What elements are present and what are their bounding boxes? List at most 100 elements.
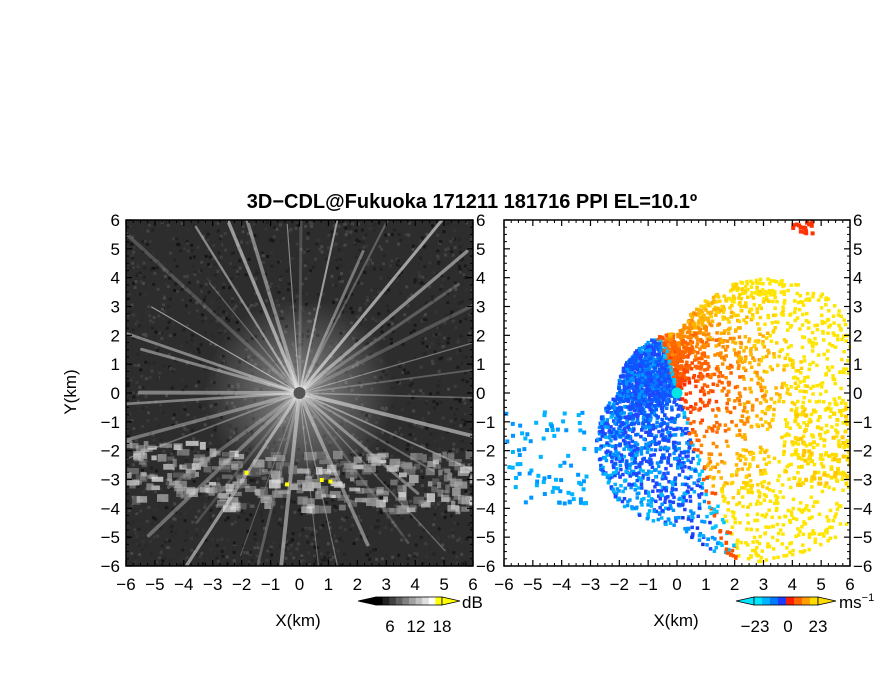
velocity-pixel xyxy=(779,290,784,294)
velocity-pixel xyxy=(803,384,808,388)
noise-pixel xyxy=(456,340,460,344)
velocity-pixel xyxy=(694,384,698,389)
noise-pixel xyxy=(464,489,468,493)
noise-pixel xyxy=(189,344,193,348)
noise-pixel xyxy=(431,396,435,400)
velocity-pixel xyxy=(757,541,762,546)
noise-pixel xyxy=(307,551,311,555)
velocity-pixel xyxy=(624,465,629,469)
noise-pixel xyxy=(318,247,322,251)
noise-pixel xyxy=(431,299,435,303)
velocity-pixel xyxy=(656,337,661,342)
noise-pixel xyxy=(190,338,194,342)
velocity-pixel xyxy=(815,383,820,388)
noise-pixel xyxy=(386,309,390,313)
noise-pixel xyxy=(182,424,186,428)
velocity-pixel xyxy=(621,472,625,477)
noise-pixel xyxy=(169,558,173,562)
velocity-pixel xyxy=(771,299,775,304)
velocity-pixel xyxy=(682,382,687,387)
cloud-pixel xyxy=(446,453,455,462)
noise-pixel xyxy=(261,254,265,258)
noise-pixel xyxy=(300,556,304,560)
noise-pixel xyxy=(175,407,179,411)
noise-pixel xyxy=(365,295,369,299)
velocity-pixel xyxy=(731,282,735,287)
velocity-pixel xyxy=(779,312,784,316)
noise-pixel xyxy=(259,514,263,518)
velocity-pixel xyxy=(716,352,720,356)
velocity-pixel xyxy=(636,432,640,437)
velocity-pixel xyxy=(699,304,703,309)
velocity-pixel xyxy=(736,326,741,330)
noise-pixel xyxy=(151,516,155,520)
noise-pixel xyxy=(184,384,188,388)
velocity-pixel xyxy=(789,462,793,467)
velocity-pixel xyxy=(673,448,678,453)
velocity-pixel xyxy=(737,363,741,368)
noise-pixel xyxy=(431,326,435,330)
noise-pixel xyxy=(441,436,445,440)
noise-pixel xyxy=(407,468,411,472)
noise-pixel xyxy=(406,557,410,561)
velocity-pixel xyxy=(838,522,843,526)
velocity-pixel xyxy=(783,298,787,303)
noise-pixel xyxy=(226,561,230,565)
noise-pixel xyxy=(325,557,329,561)
noise-pixel xyxy=(157,521,161,525)
noise-pixel xyxy=(302,562,306,566)
velocity-pixel xyxy=(633,488,637,492)
cloud-pixel xyxy=(423,493,429,498)
noise-pixel xyxy=(427,411,431,415)
noise-pixel xyxy=(436,502,440,506)
cloud-pixel xyxy=(174,486,185,492)
noise-pixel xyxy=(421,562,425,566)
noise-pixel xyxy=(231,314,235,318)
velocity-pixel xyxy=(669,506,673,511)
velocity-pixel xyxy=(720,374,725,378)
velocity-pixel xyxy=(789,385,793,389)
velocity-pixel xyxy=(777,474,782,478)
noise-pixel xyxy=(167,454,171,458)
velocity-pixel xyxy=(780,279,784,283)
velocity-pixel xyxy=(809,419,813,424)
noise-pixel xyxy=(280,505,284,509)
velocity-pixel xyxy=(725,551,729,555)
noise-pixel xyxy=(377,338,381,342)
noise-pixel xyxy=(191,300,195,304)
reflectivity-peak xyxy=(244,470,249,475)
velocity-pixel xyxy=(641,415,646,420)
noise-pixel xyxy=(159,550,163,554)
noise-pixel xyxy=(164,283,168,287)
cloud-pixel xyxy=(231,502,241,508)
noise-pixel xyxy=(253,247,257,251)
cloud-pixel xyxy=(220,485,227,492)
velocity-pixel xyxy=(688,339,693,343)
velocity-pixel xyxy=(789,408,794,412)
velocity-pixel xyxy=(649,404,654,408)
velocity-pixel xyxy=(815,443,820,447)
noise-pixel xyxy=(245,551,249,555)
noise-pixel xyxy=(277,522,281,526)
velocity-pixel xyxy=(693,358,697,362)
noise-pixel xyxy=(385,269,389,273)
noise-pixel xyxy=(440,486,444,490)
noise-pixel xyxy=(189,392,193,396)
cloud-pixel xyxy=(361,467,372,475)
noise-pixel xyxy=(333,508,337,512)
velocity-pixel xyxy=(682,368,686,372)
noise-pixel xyxy=(252,223,256,227)
velocity-pixel xyxy=(642,419,646,423)
velocity-pixel xyxy=(667,393,672,398)
velocity-pixel xyxy=(604,458,609,463)
y-tick-label: 5 xyxy=(476,240,485,259)
velocity-pixel xyxy=(807,508,811,513)
velocity-pixel xyxy=(741,504,745,509)
noise-pixel xyxy=(396,242,400,246)
noise-pixel xyxy=(431,534,435,538)
velocity-pixel xyxy=(647,384,651,389)
velocity-pixel xyxy=(649,453,653,458)
velocity-pixel xyxy=(699,421,703,425)
noise-pixel xyxy=(250,501,254,505)
noise-pixel xyxy=(434,271,438,275)
